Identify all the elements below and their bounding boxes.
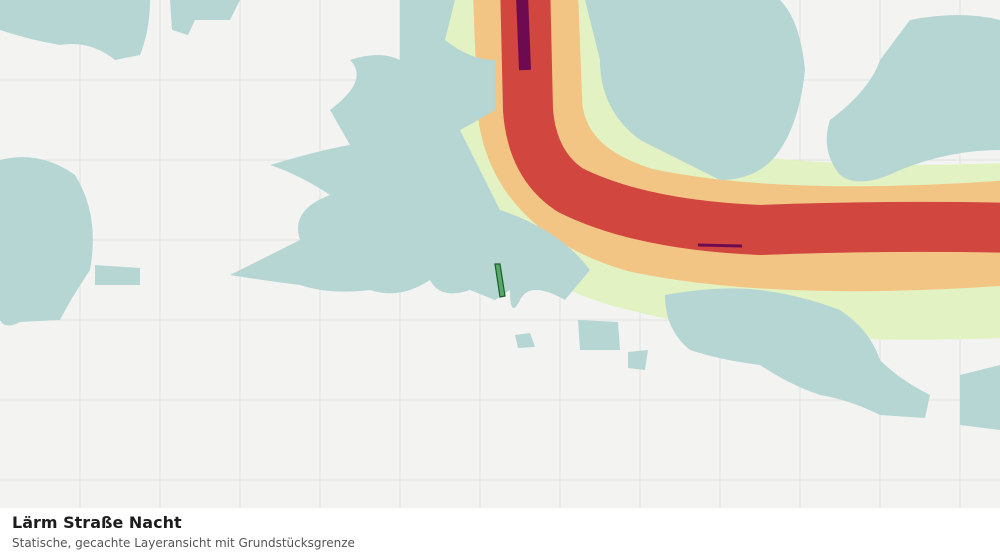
- water-areas: [0, 0, 1000, 430]
- caption: Lärm Straße Nacht Statische, gecachte La…: [12, 512, 992, 552]
- noise-layer: [438, 0, 1000, 340]
- map-title: Lärm Straße Nacht: [12, 513, 182, 532]
- map: [0, 0, 1000, 508]
- parcel-boundary: [494, 263, 506, 298]
- map-subtitle: Statische, gecachte Layeransicht mit Gru…: [12, 536, 355, 550]
